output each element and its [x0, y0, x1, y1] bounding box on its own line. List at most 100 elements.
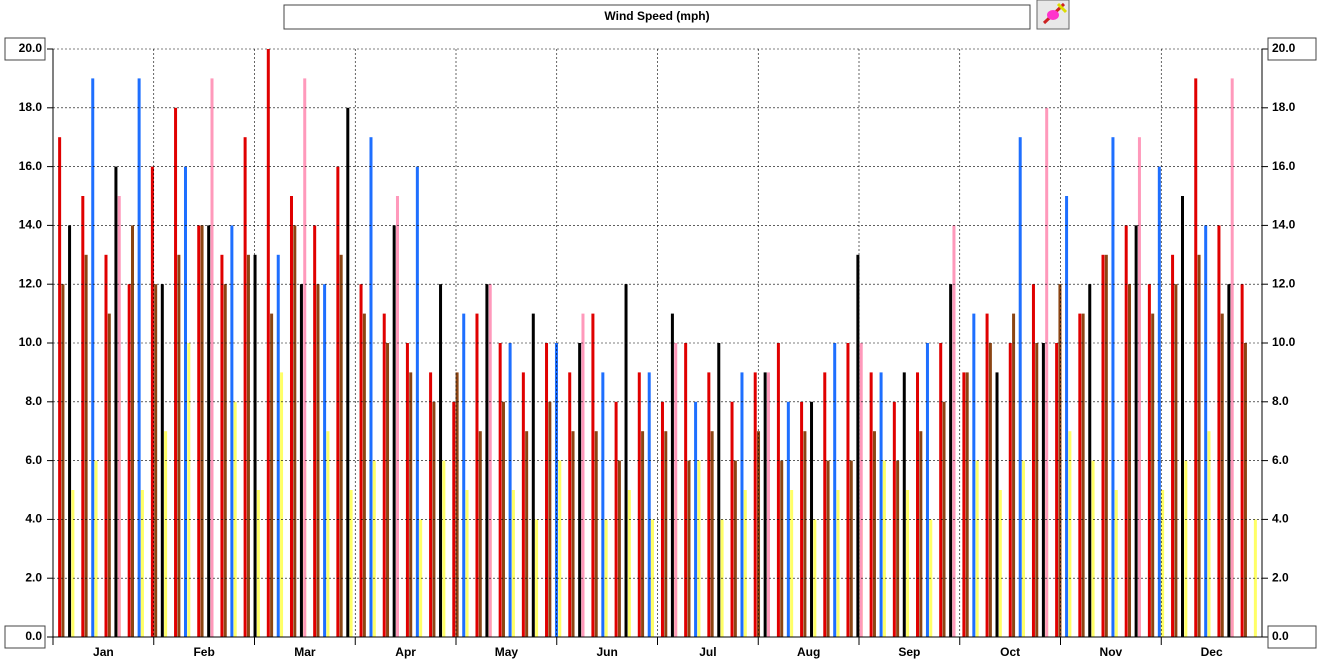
bar — [1217, 225, 1221, 637]
y-tick-label: 14.0 — [19, 218, 43, 232]
bar — [362, 313, 366, 637]
bar — [872, 431, 876, 637]
bar — [210, 78, 214, 637]
bar — [1220, 313, 1224, 637]
bar — [925, 343, 929, 637]
bar — [174, 107, 178, 638]
x-tick-label: Aug — [797, 645, 820, 659]
bar — [392, 225, 396, 637]
bar — [1058, 284, 1062, 637]
x-tick-label: Feb — [193, 645, 214, 659]
bar — [972, 313, 976, 637]
bar — [1161, 490, 1165, 637]
bar — [591, 313, 595, 637]
bar — [293, 225, 297, 637]
bar — [849, 460, 853, 637]
bar — [766, 372, 770, 637]
bar — [150, 166, 154, 637]
bar — [1055, 343, 1059, 637]
bar — [985, 313, 989, 637]
title-box — [283, 4, 1031, 30]
bar — [962, 372, 966, 637]
bar — [256, 490, 260, 637]
bar — [780, 460, 784, 637]
bar — [578, 343, 582, 637]
bar — [71, 490, 75, 637]
bar — [740, 372, 744, 637]
bar — [1101, 254, 1105, 638]
bar — [442, 460, 446, 637]
bar — [1111, 137, 1115, 637]
bar — [651, 519, 655, 637]
x-tick-label: Dec — [1201, 645, 1223, 659]
bar — [627, 490, 631, 637]
bar — [753, 372, 757, 637]
bar — [535, 519, 539, 637]
chart-title: Wind Speed (mph) — [604, 9, 709, 23]
y-tick-label: 20.0 — [19, 41, 43, 55]
bar — [475, 313, 479, 637]
bar — [140, 490, 144, 637]
bar — [137, 78, 141, 637]
bar — [1065, 196, 1069, 637]
y-tick-label: 18.0 — [19, 100, 43, 114]
y-label-box — [1267, 625, 1317, 649]
x-tick-label: May — [495, 645, 519, 659]
bar — [91, 78, 95, 637]
y-tick-label: 8.0 — [25, 394, 42, 408]
bar — [1197, 254, 1201, 638]
bar — [187, 343, 191, 637]
bar — [1174, 284, 1178, 637]
bar — [896, 460, 900, 637]
bar — [1104, 254, 1108, 638]
y-tick-label: 2.0 — [1272, 570, 1289, 584]
bar — [664, 431, 668, 637]
bar — [1134, 225, 1138, 637]
y-tick-label: 10.0 — [19, 335, 43, 349]
y-tick-label: 0.0 — [25, 629, 42, 643]
y-tick-label: 12.0 — [19, 276, 43, 290]
chart-icon[interactable] — [1036, 0, 1070, 30]
bar — [349, 490, 353, 637]
bar — [246, 254, 250, 638]
bar — [882, 460, 886, 637]
x-tick-label: Jul — [699, 645, 716, 659]
bar — [856, 254, 860, 638]
bar — [276, 254, 280, 638]
bar — [545, 343, 549, 637]
bar — [1227, 284, 1231, 637]
bar — [107, 313, 111, 637]
bar — [733, 460, 737, 637]
y-label-box — [4, 625, 46, 649]
bar — [826, 460, 830, 637]
bar — [177, 254, 181, 638]
x-tick-label: Nov — [1100, 645, 1123, 659]
y-tick-label: 4.0 — [25, 512, 42, 526]
y-label-box — [1267, 37, 1317, 61]
y-label-box — [4, 37, 46, 61]
bar — [743, 490, 747, 637]
bar — [1124, 225, 1128, 637]
bar — [164, 431, 168, 637]
bar — [998, 490, 1002, 637]
bar — [1078, 313, 1082, 637]
bar — [670, 313, 674, 637]
y-tick-label: 2.0 — [25, 570, 42, 584]
bar — [289, 196, 293, 637]
x-tick-label: Apr — [395, 645, 416, 659]
bar — [253, 254, 257, 638]
y-tick-label: 16.0 — [1272, 159, 1296, 173]
x-tick-label: Mar — [294, 645, 316, 659]
bar — [154, 284, 158, 637]
bar — [68, 225, 72, 637]
y-tick-label: 4.0 — [1272, 512, 1289, 526]
bar — [790, 490, 794, 637]
bar — [916, 372, 920, 637]
bar — [1157, 166, 1161, 637]
bar — [1114, 490, 1118, 637]
bar — [641, 431, 645, 637]
bar — [382, 313, 386, 637]
bar — [498, 343, 502, 637]
bar — [1081, 313, 1085, 637]
y-tick-label: 20.0 — [1272, 41, 1296, 55]
